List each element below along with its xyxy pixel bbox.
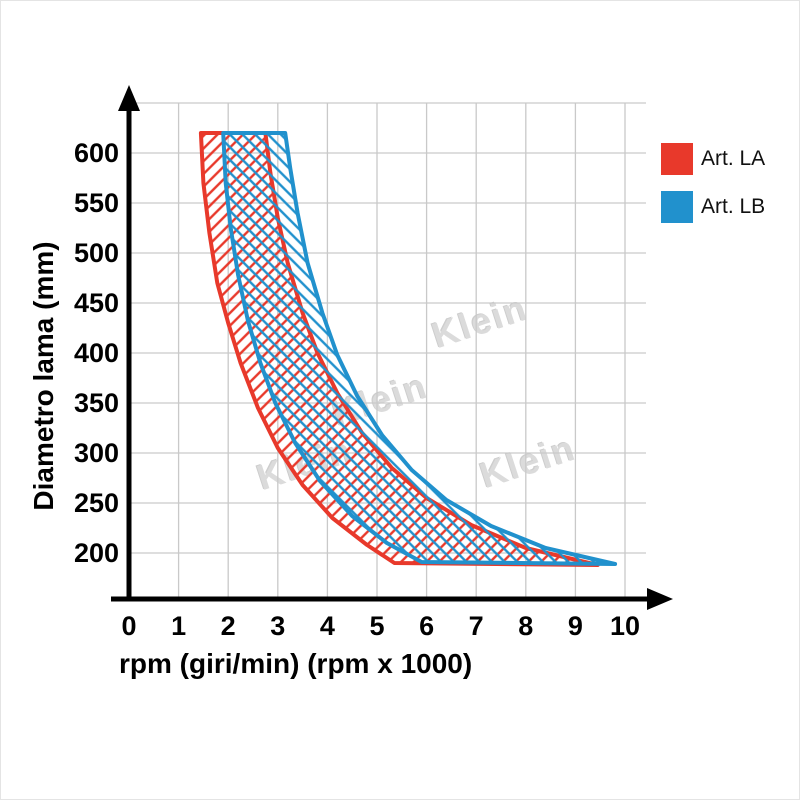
band-art-lb	[221, 131, 618, 566]
svg-text:2: 2	[221, 611, 236, 641]
legend: Art. LA Art. LB	[661, 143, 765, 223]
axes	[111, 85, 673, 610]
svg-text:6: 6	[419, 611, 434, 641]
svg-text:1: 1	[171, 611, 186, 641]
svg-text:8: 8	[518, 611, 533, 641]
svg-text:10: 10	[610, 611, 640, 641]
svg-text:200: 200	[74, 538, 119, 568]
legend-label-art-lb: Art. LB	[701, 195, 766, 218]
y-axis-title: Diametro lama (mm)	[28, 241, 59, 510]
svg-text:7: 7	[469, 611, 484, 641]
svg-text:400: 400	[74, 338, 119, 368]
svg-text:0: 0	[121, 611, 136, 641]
svg-text:4: 4	[320, 611, 335, 641]
svg-text:9: 9	[568, 611, 583, 641]
svg-text:350: 350	[74, 388, 119, 418]
svg-text:450: 450	[74, 288, 119, 318]
svg-text:3: 3	[270, 611, 285, 641]
svg-text:500: 500	[74, 238, 119, 268]
svg-text:250: 250	[74, 488, 119, 518]
svg-text:550: 550	[74, 188, 119, 218]
x-axis-title: rpm (giri/min) (rpm x 1000)	[119, 648, 472, 679]
svg-text:300: 300	[74, 438, 119, 468]
tick-labels: 0 1 2 3 4 5 6 7 8 9 10 200 250 300 350 400 450 500 550 600	[74, 138, 640, 641]
legend-swatch-art-lb	[661, 191, 693, 223]
legend-label-art-la: Art. LA	[701, 147, 766, 170]
legend-item-art-la: Art. LA	[661, 143, 765, 175]
svg-text:600: 600	[74, 138, 119, 168]
legend-item-art-lb: Art. LB	[661, 191, 765, 223]
legend-swatch-art-la	[661, 143, 693, 175]
svg-text:5: 5	[369, 611, 384, 641]
